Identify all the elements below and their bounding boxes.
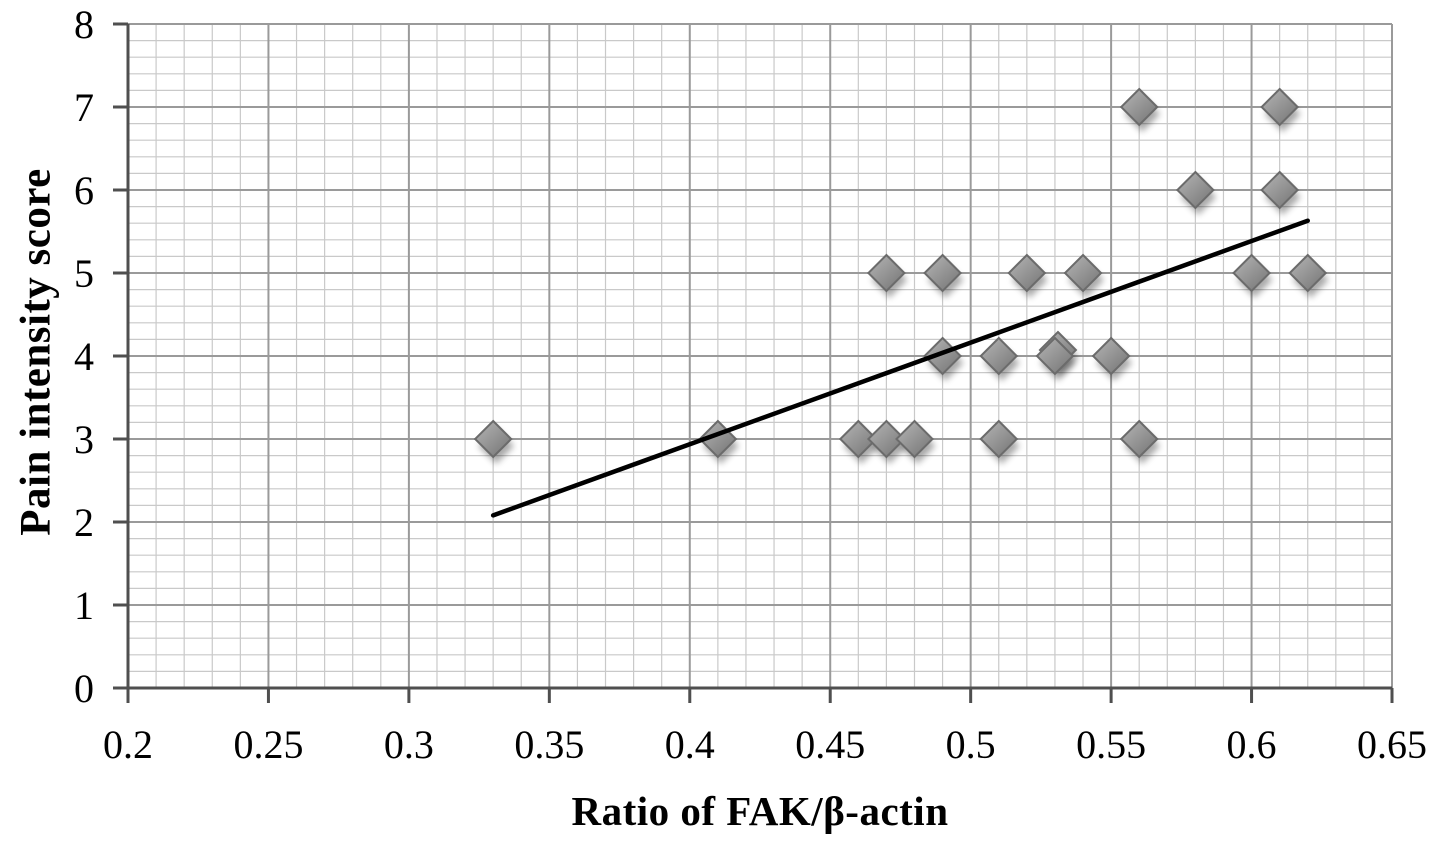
data-point-diamond	[1232, 253, 1271, 293]
data-point-diamond	[1119, 419, 1159, 459]
data-point-diamond	[979, 336, 1019, 376]
x-tick-label: 0.35	[514, 722, 584, 767]
y-tick-label: 2	[74, 500, 94, 545]
y-tick-label: 8	[74, 2, 94, 47]
data-point-diamond	[1260, 170, 1300, 210]
data-point-diamond	[838, 419, 878, 459]
data-point-diamond	[895, 419, 934, 459]
data-point-diamond	[473, 419, 513, 459]
x-axis-title: Ratio of FAK/β-actin	[571, 788, 949, 834]
x-tick-label: 0.5	[946, 722, 996, 767]
data-point-diamond	[1007, 253, 1047, 293]
data-point-diamond	[866, 419, 906, 459]
y-tick-label: 1	[74, 583, 94, 628]
x-tick-label: 0.55	[1076, 722, 1146, 767]
data-point-diamond	[1175, 170, 1215, 210]
y-tick-label: 4	[74, 334, 94, 379]
data-point-diamond	[979, 419, 1019, 459]
x-tick-label: 0.25	[233, 722, 303, 767]
x-tick-label: 0.6	[1227, 722, 1277, 767]
data-point-diamond	[923, 253, 962, 293]
x-tick-label: 0.4	[665, 722, 715, 767]
major-gridlines	[127, 23, 1393, 689]
data-point-diamond	[1288, 253, 1328, 293]
y-tick-label: 5	[74, 251, 94, 296]
y-tick-label: 3	[74, 417, 94, 462]
tick-labels: 0.2 0.25 0.3 0.35 0.4 0.45 0.5 0.55 0.6 0.65 0 1 2 3 4…	[74, 2, 1427, 767]
axes	[113, 22, 1394, 703]
x-tick-label: 0.2	[103, 722, 153, 767]
y-tick-label: 7	[74, 85, 94, 130]
data-point-diamond	[1119, 87, 1159, 127]
data-point-diamond	[698, 419, 738, 459]
data-point-diamond	[1260, 87, 1300, 127]
markers	[473, 87, 1328, 459]
trend-line	[490, 218, 1310, 518]
y-tick-label: 0	[74, 666, 94, 711]
x-tick-label: 0.3	[384, 722, 434, 767]
data-point-diamond	[1063, 253, 1103, 293]
x-tick-label: 0.65	[1357, 722, 1427, 767]
data-point-diamond	[866, 253, 906, 293]
data-point-diamond	[1035, 336, 1075, 376]
y-tick-label: 6	[74, 168, 94, 213]
data-point-diamond	[1091, 336, 1131, 376]
y-axis-title: Pain intensity score	[12, 168, 60, 536]
x-tick-label: 0.45	[795, 722, 865, 767]
